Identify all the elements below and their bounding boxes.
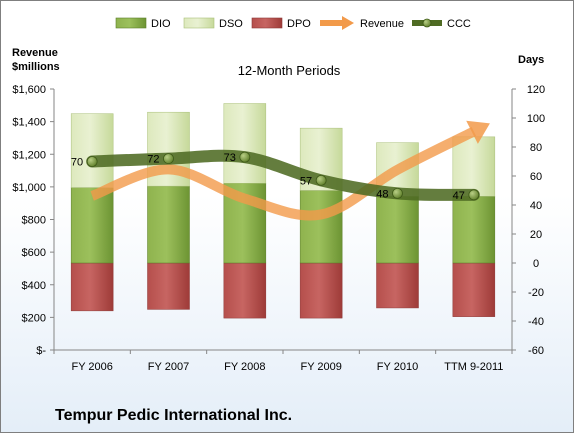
company-name: Tempur Pedic International Inc. [55,407,292,424]
right-axis-title: Days [518,54,544,66]
legend-label-revenue: Revenue [360,18,404,30]
left-axis-title-line1: Revenue [12,47,58,59]
ccc-marker [86,156,98,167]
x-tick-label: FY 2008 [224,361,265,373]
left-tick-label: $1,000 [12,182,46,194]
ccc-marker [392,187,403,199]
ccc-data-label: 72 [147,154,159,166]
legend-label-dio: DIO [151,18,171,30]
right-tick-label: 40 [530,200,542,212]
left-tick-label: $- [36,345,46,357]
right-tick-label: 120 [527,84,545,96]
line-revenue [90,126,477,221]
x-tick-label: FY 2006 [71,361,112,373]
right-tick-label: 80 [530,142,542,154]
ccc-marker [468,189,480,201]
chart-title: 12-Month Periods [238,63,341,78]
ccc-marker [315,174,327,186]
right-tick-label: -40 [528,316,544,328]
bar-dpo [299,262,343,319]
revenue-arrowhead [466,120,490,144]
ccc-marker [239,151,251,163]
line-ccc [86,149,480,201]
bar-dio [452,196,496,264]
right-tick-label: -60 [528,345,544,357]
bar-dso [452,136,496,197]
legend-label-dpo: DPO [287,18,311,30]
left-tick-label: $600 [22,247,46,259]
legend-label-ccc: CCC [447,18,471,30]
right-tick-label: 0 [533,258,539,270]
ccc-data-label: 47 [453,190,465,202]
legend-swatch-dpo [251,17,283,29]
legend: DIO DSO DPO Revenue CCC [115,16,471,30]
ccc-data-label: 48 [376,188,388,200]
left-tick-label: $1,400 [12,117,46,129]
bar-dio [70,187,114,264]
bar-dso [70,113,114,188]
ccc-data-label: 57 [300,175,312,187]
left-axis-title-line2: $millions [12,61,60,73]
ccc-data-label: 73 [224,152,236,164]
bar-dpo [70,262,114,312]
x-tick-label: FY 2007 [148,361,189,373]
ccc-marker [163,153,174,165]
left-tick-label: $1,200 [12,149,46,161]
legend-revenue-arrowhead [342,16,354,30]
x-tick-label: TTM 9-2011 [444,361,503,373]
left-tick-label: $1,600 [12,84,46,96]
legend-label-dso: DSO [219,18,243,30]
left-tick-label: $400 [22,280,46,292]
legend-ccc-marker [422,18,432,28]
bar-dio [147,185,190,264]
right-tick-label: 20 [530,229,542,241]
right-tick-label: 100 [527,113,545,125]
legend-swatch-dio [115,17,147,29]
ccc-data-label: 70 [71,157,83,169]
right-tick-label: 60 [530,171,542,183]
x-tick-label: FY 2010 [377,361,418,373]
bar-dso [223,103,267,184]
bar-dpo [376,262,419,309]
bar-dpo [147,262,190,310]
right-tick-label: -20 [528,287,544,299]
bar-dio [376,196,419,264]
left-tick-label: $800 [22,215,46,227]
bar-dpo [452,262,496,317]
x-tick-label: FY 2009 [300,361,341,373]
left-tick-label: $200 [22,312,46,324]
bar-dpo [223,262,267,319]
legend-swatch-dso [183,17,215,29]
bar-dio [299,190,343,264]
plot-area: $- $200 $400 $600 $800 $1,000 $1,200 $1,400 $1,6… [12,84,545,373]
